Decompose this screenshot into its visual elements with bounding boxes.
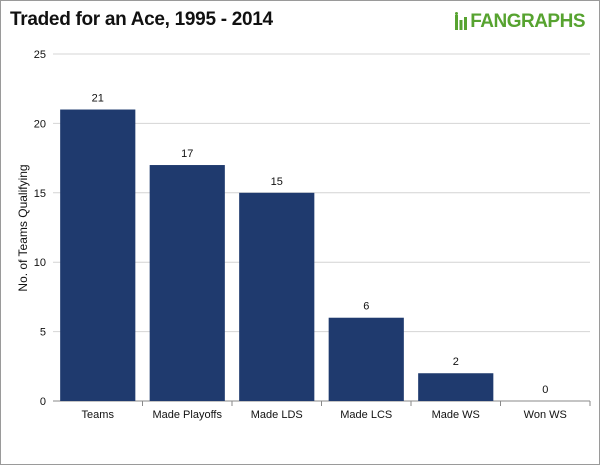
y-axis-title: No. of Teams Qualifying: [16, 164, 30, 291]
data-label: 17: [181, 148, 193, 160]
logo-text: FANGRAPHS: [470, 11, 585, 32]
bar: [60, 109, 136, 402]
y-tick-label: 25: [34, 49, 46, 61]
data-label: 0: [542, 384, 548, 396]
bar: [239, 192, 315, 401]
fangraphs-logo-icon: [455, 12, 468, 30]
y-tick-label: 5: [40, 327, 46, 339]
x-tick-label: Won WS: [524, 409, 567, 421]
x-tick-label: Made LCS: [340, 409, 392, 421]
data-labels: 21 17 15 6 2 0: [92, 93, 549, 396]
x-tick-label: Made LDS: [251, 409, 303, 421]
data-label: 21: [92, 93, 104, 105]
data-label: 15: [271, 176, 283, 188]
y-tick-label: 15: [34, 188, 46, 200]
data-label: 6: [363, 301, 369, 313]
bars: [60, 109, 494, 402]
bar: [149, 165, 225, 401]
x-tick-label: Teams: [82, 409, 115, 421]
bar: [328, 317, 404, 401]
y-axis-ticks: 0 5 10 15 20 25: [34, 49, 46, 408]
x-axis-ticks: Teams Made Playoffs Made LDS Made LCS Made W…: [82, 401, 591, 421]
bar: [418, 373, 494, 401]
chart-title: Traded for an Ace, 1995 - 2014: [10, 9, 273, 30]
x-tick-label: Made WS: [432, 409, 480, 421]
data-label: 2: [453, 356, 459, 368]
y-tick-label: 0: [40, 396, 46, 408]
x-tick-label: Made Playoffs: [152, 409, 222, 421]
fangraphs-logo: FANGRAPHS: [454, 11, 585, 33]
y-tick-label: 10: [34, 257, 46, 269]
y-tick-label: 20: [34, 118, 46, 130]
